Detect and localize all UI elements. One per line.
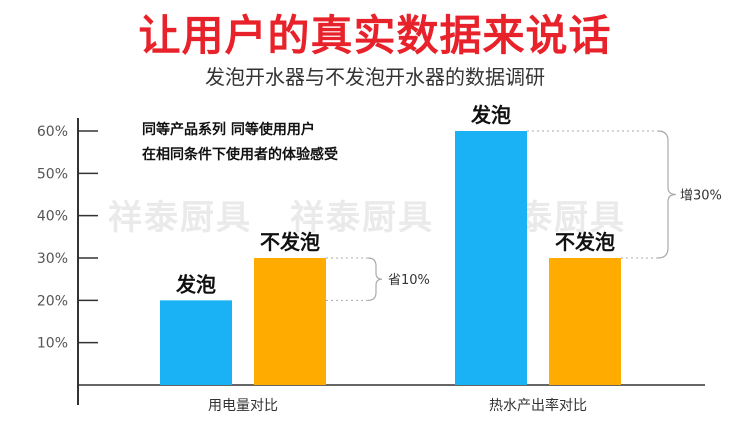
bar-label: 不发泡 [260,230,320,254]
y-tick-label: 30% [37,251,68,267]
bar [254,258,326,385]
watermark: 祥泰厨具 [108,198,252,238]
x-category-label: 热水产出率对比 [489,397,587,414]
annotation-bracket [657,130,677,259]
y-tick-label: 50% [37,166,68,182]
y-tick-label: 20% [37,293,68,309]
x-category-label: 用电量对比 [208,398,278,414]
chart-note-line-2: 在相同条件下使用者的体验感受 [142,147,338,163]
annotation-bracket [367,257,383,301]
page-title: 让用户的真实数据来说话 [138,11,612,60]
annotation-label: 增30% [680,189,722,204]
page-subtitle: 发泡开水器与不发泡开水器的数据调研 [205,65,545,89]
bar-label: 不发泡 [555,230,615,254]
bar [455,131,527,385]
y-tick-label: 60% [37,124,68,140]
bar-label: 发泡 [175,272,216,296]
bar [549,258,621,385]
y-tick-label: 10% [37,336,68,352]
y-tick-label: 40% [37,209,68,225]
chart-note-line-1: 同等产品系列 同等使用用户 [142,122,315,138]
watermark: 祥泰厨具 [290,198,434,238]
bar [160,300,232,385]
annotation-label: 省10% [388,273,430,288]
bar-label: 发泡 [470,103,511,127]
